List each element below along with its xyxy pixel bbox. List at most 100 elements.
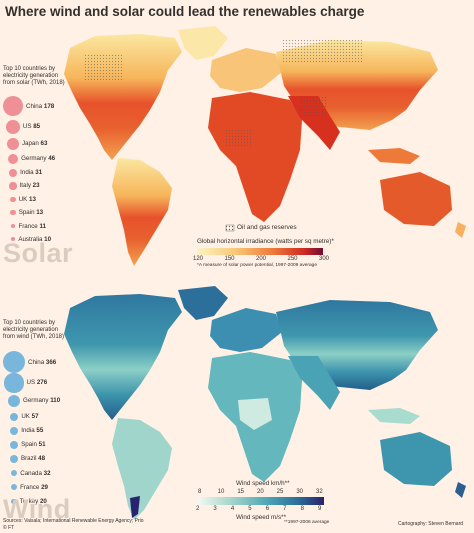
solar-country-row: France 11 [3,223,46,230]
wind-scale-title-top: Wind speed km/h** [236,480,290,487]
solar-country-row: India 31 [3,168,43,178]
wind-country-value: 366 [45,358,57,366]
solar-country-label: Italy 23 [20,182,40,189]
wind-country-value: 29 [41,483,48,491]
wind-country-row: China 366 [3,351,56,373]
solar-australia [380,172,452,226]
wind-scale-tick-ms: 3 [213,506,217,512]
solar-country-label: China 178 [26,103,54,110]
wind-new-zealand [455,482,466,498]
solar-country-name: Germany [21,155,49,163]
solar-country-value: 13 [29,196,36,204]
solar-bubble [7,153,19,165]
wind-scale-tick-kmh: 20 [257,489,264,495]
wind-scale-tick-kmh: 10 [217,489,225,495]
solar-bubble [8,168,18,178]
solar-scale-tick: 200 [256,256,267,262]
wind-country-name: Brazil [20,455,39,463]
wind-central-africa [238,398,272,430]
page-title: Where wind and solar could lead the rene… [5,4,365,19]
solar-country-name: Italy [19,182,33,190]
solar-north-america [64,34,182,160]
solar-country-row: Japan 63 [3,138,47,150]
wind-country-label: France 29 [20,484,48,491]
solar-country-row: Italy 23 [3,182,40,190]
solar-country-row: Australia 10 [3,236,51,243]
solar-africa [208,92,302,222]
solar-bubble [7,138,19,150]
wind-country-value: 51 [38,441,46,449]
solar-country-value: 23 [32,182,40,190]
wind-scale-tick-kmh: 8 [198,489,202,495]
sources-note: Sources: Vaisala; International Renewabl… [3,518,144,524]
wind-country-label: US 276 [27,379,48,386]
solar-country-label: France 11 [18,223,46,230]
wind-north-america [64,294,182,420]
solar-scale-tick: 150 [224,256,235,262]
wind-bubble [11,499,17,505]
wind-greenland [178,286,228,320]
wind-australia [380,432,452,486]
wind-scale-title-bottom: Wind speed m/s** [236,514,287,521]
solar-country-value: 63 [40,140,48,148]
wind-country-name: China [28,358,46,366]
wind-country-name: Canada [20,469,44,477]
wind-scale-tick-ms: 5 [248,506,252,512]
solar-europe [210,48,282,92]
solar-country-value: 13 [36,209,44,217]
wind-country-label: UK 57 [21,413,38,420]
solar-country-value: 178 [43,102,55,110]
wind-bubble [3,351,25,373]
wind-scale-tick-kmh: 25 [276,489,284,495]
wind-legend-intro: Top 10 countries by electricity generati… [3,320,65,340]
solar-bubble [6,120,20,134]
wind-color-scale [198,497,324,505]
solar-country-name: UK [18,196,30,204]
wind-map [64,286,466,520]
solar-country-label: US 85 [23,123,40,130]
wind-scale-tick-kmh: 30 [296,489,304,495]
solar-country-value: 11 [39,222,46,230]
wind-country-row: Spain 51 [3,440,46,450]
solar-country-value: 10 [44,235,52,243]
wind-country-name: UK [21,413,32,421]
wind-scale-tick-kmh: 32 [316,489,323,495]
wind-bubble [10,455,18,463]
solar-south-america [112,158,172,266]
wind-country-label: India 55 [21,427,43,434]
wind-country-label: Brazil 48 [21,455,45,462]
wind-bubble [9,426,19,436]
wind-country-row: India 55 [3,426,43,436]
solar-scale-title: Global horizontal irradiance (watts per … [197,238,334,245]
wind-country-row: Brazil 48 [3,455,45,463]
wind-bubble [4,373,24,393]
solar-reserves-hatch-3 [84,54,124,80]
solar-country-value: 85 [33,123,41,131]
wind-country-value: 110 [50,397,61,405]
wind-scale-tick-ms: 8 [300,506,304,512]
solar-new-zealand [455,222,466,238]
wind-country-name: India [21,427,37,435]
copyright-note: © FT [3,525,15,531]
wind-patagonia [130,496,140,518]
wind-bubble [9,412,19,422]
solar-country-name: India [20,169,36,177]
solar-legend-intro: Top 10 countries by electricity generati… [3,66,65,86]
wind-bubble [9,440,19,450]
wind-country-name: Turkey [19,498,40,506]
wind-country-row: France 29 [3,484,48,491]
solar-se-asia [368,148,420,164]
wind-country-label: Turkey 20 [20,498,47,505]
wind-country-value: 57 [31,413,39,421]
solar-reserves-label: Oil and gas reserves [237,224,297,231]
solar-scale-tick: 250 [287,256,298,262]
wind-country-name: Spain [21,441,39,449]
wind-country-label: Canada 32 [20,470,50,477]
solar-country-row: Germany 46 [3,153,55,165]
wind-scale-tick-ms: 2 [196,506,200,512]
solar-country-row: US 85 [3,120,40,134]
solar-country-value: 31 [35,169,43,177]
solar-country-name: Australia [18,235,45,243]
solar-country-name: China [26,102,44,110]
